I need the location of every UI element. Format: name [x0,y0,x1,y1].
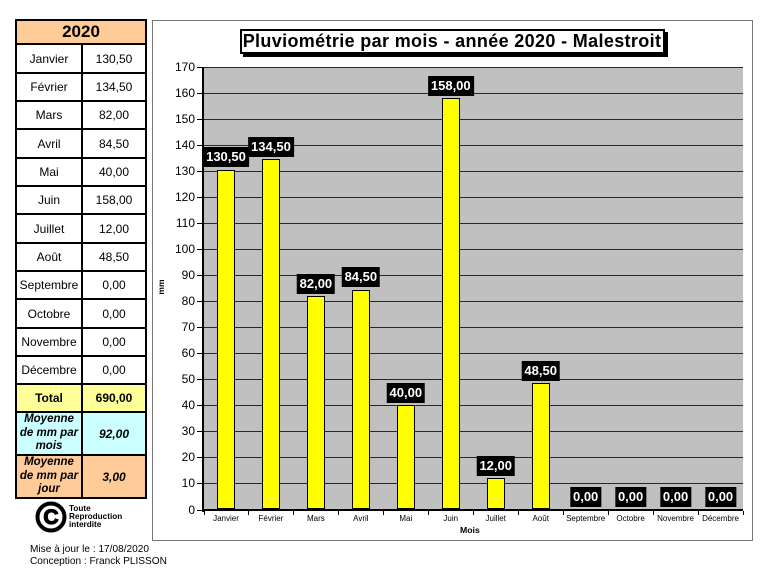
svg-text:C: C [43,506,58,529]
